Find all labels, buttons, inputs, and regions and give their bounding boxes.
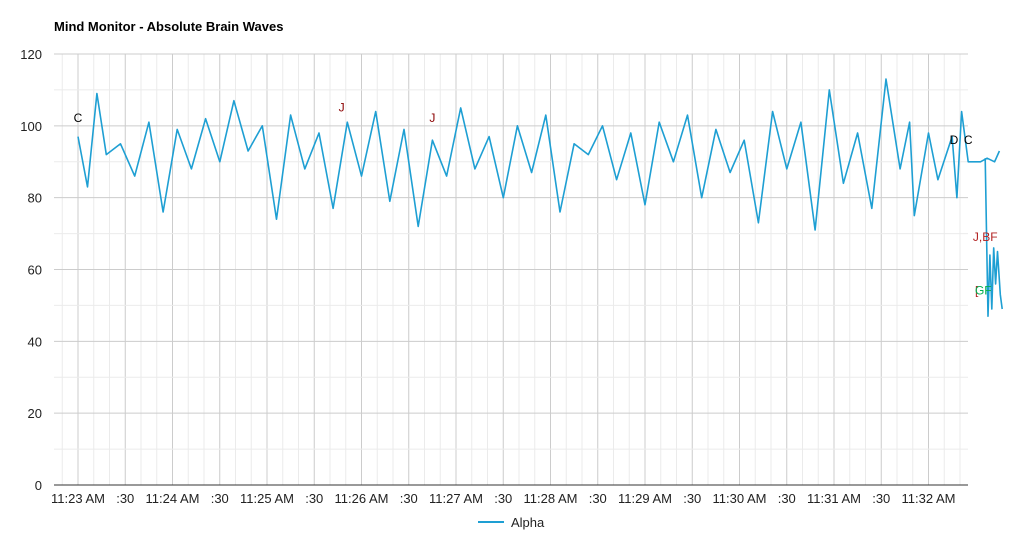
- axes: 0 20 40 60 80 100 120 11:23 AM :30 11:24 AM :30 11:…: [20, 47, 955, 506]
- x-tick-label: 11:24 AM: [146, 491, 200, 506]
- annotation-label: GF: [975, 284, 992, 298]
- x-tick-label: 11:27 AM: [429, 491, 483, 506]
- annotation-label: C: [74, 111, 83, 125]
- x-tick-label: :30: [589, 491, 607, 506]
- annotation-label: J: [339, 100, 345, 114]
- x-tick-label: 11:30 AM: [713, 491, 767, 506]
- annotation-label: J,BF: [973, 230, 998, 244]
- x-tick-label: 11:32 AM: [902, 491, 956, 506]
- x-tick-label: :30: [494, 491, 512, 506]
- y-tick-label: 100: [20, 119, 42, 134]
- x-tick-label: :30: [400, 491, 418, 506]
- annotation-label: D: [950, 133, 959, 147]
- y-tick-label: 20: [28, 406, 42, 421]
- x-tick-label: :30: [872, 491, 890, 506]
- series-line-1[interactable]: [984, 158, 1003, 318]
- y-tick-label: 40: [28, 334, 42, 349]
- x-tick-label: 11:28 AM: [524, 491, 578, 506]
- x-tick-label: 11:29 AM: [618, 491, 672, 506]
- legend[interactable]: Alpha: [478, 515, 545, 530]
- x-tick-label: 11:25 AM: [240, 491, 294, 506]
- x-tick-label: :30: [305, 491, 323, 506]
- x-tick-label: 11:31 AM: [807, 491, 861, 506]
- chart-title: Mind Monitor - Absolute Brain Waves: [54, 19, 284, 34]
- x-tick-label: 11:26 AM: [335, 491, 389, 506]
- annotation-label: [: [975, 284, 979, 298]
- x-tick-label: :30: [778, 491, 796, 506]
- legend-label: Alpha: [511, 515, 545, 530]
- y-tick-label: 0: [35, 478, 42, 493]
- x-tick-label: :30: [116, 491, 134, 506]
- series-area: [77, 78, 1003, 318]
- x-tick-label: 11:23 AM: [51, 491, 105, 506]
- x-tick-label: :30: [683, 491, 701, 506]
- y-tick-label: 120: [20, 47, 42, 62]
- grid: [54, 53, 968, 486]
- x-tick-label: :30: [211, 491, 229, 506]
- annotation-label: J: [429, 111, 435, 125]
- series-line-0[interactable]: [77, 78, 1001, 231]
- y-tick-label: 60: [28, 263, 42, 278]
- annotation-label: C: [964, 133, 973, 147]
- y-tick-label: 80: [28, 191, 42, 206]
